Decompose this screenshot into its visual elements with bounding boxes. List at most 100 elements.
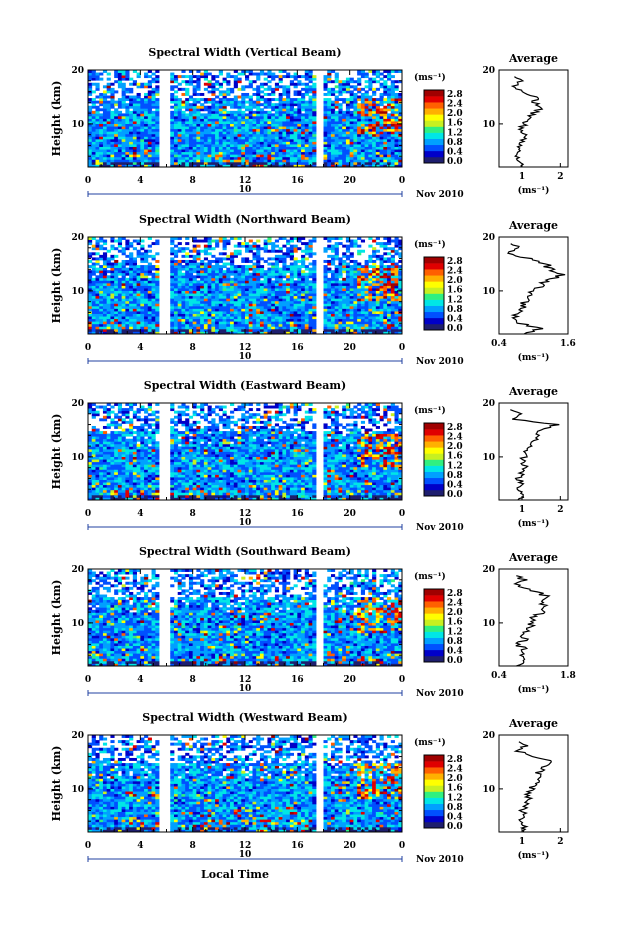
heatmap-cell xyxy=(345,149,351,153)
heatmap-cell xyxy=(144,105,149,109)
heatmap-cell xyxy=(226,282,231,286)
heatmap-cell xyxy=(263,164,268,168)
heatmap-cell xyxy=(248,95,253,99)
heatmap-cell xyxy=(304,154,309,158)
heatmap-cell xyxy=(334,244,339,248)
heatmap-cell xyxy=(203,121,209,124)
heatmap-cell xyxy=(136,151,141,155)
heatmap-cell xyxy=(342,244,347,248)
heatmap-cell xyxy=(364,126,369,130)
heatmap-cell xyxy=(274,298,280,302)
colorbar-swatch xyxy=(424,150,444,158)
heatmap-cell xyxy=(237,242,242,246)
heatmap-cell xyxy=(218,277,223,281)
heatmap-cell xyxy=(372,136,377,140)
heatmap-cell xyxy=(293,308,298,312)
heatmap-cell xyxy=(353,259,358,263)
heatmap-cell xyxy=(289,265,294,269)
heatmap-cell xyxy=(144,138,149,142)
heatmap-cell xyxy=(110,149,115,153)
heatmap-cell xyxy=(140,113,145,117)
heatmap-cell xyxy=(372,72,377,76)
heatmap-cell xyxy=(390,146,395,150)
heatmap-cell xyxy=(245,151,250,155)
heatmap-cell xyxy=(88,141,93,145)
heatmap-cell xyxy=(230,282,235,286)
heatmap-cell xyxy=(196,75,201,79)
heatmap-cell xyxy=(241,161,246,165)
heatmap-cell xyxy=(188,275,194,279)
heatmap-cell xyxy=(338,311,343,314)
heatmap-cell xyxy=(226,305,231,309)
heatmap-cell xyxy=(129,128,134,132)
heatmap-cell xyxy=(188,293,194,297)
heatmap-cell xyxy=(387,133,392,137)
heatmap-cell xyxy=(211,300,216,304)
heatmap-cell xyxy=(99,265,104,269)
heatmap-cell xyxy=(114,321,119,325)
heatmap-cell xyxy=(99,128,104,132)
heatmap-cell xyxy=(330,300,336,304)
heatmap-cell xyxy=(188,136,194,140)
heatmap-cell xyxy=(342,326,347,330)
heatmap-cell xyxy=(372,131,377,135)
heatmap-cell xyxy=(271,257,276,261)
heatmap-cell xyxy=(245,100,250,104)
heatmap-cell xyxy=(102,275,108,279)
heatmap-cell xyxy=(192,257,197,261)
heatmap-cell xyxy=(286,87,291,91)
heatmap-cell xyxy=(215,288,220,291)
heatmap-cell xyxy=(368,80,373,84)
heatmap-cell xyxy=(129,290,134,294)
heatmap-cell xyxy=(383,128,388,132)
heatmap-cell xyxy=(353,105,358,109)
heatmap-cell xyxy=(387,156,392,160)
heatmap-cell xyxy=(121,298,126,302)
heatmap-cell xyxy=(353,92,358,96)
y-axis-label: Height (km) xyxy=(50,81,63,157)
heatmap-cell xyxy=(147,151,152,155)
heatmap-cell xyxy=(263,305,268,309)
heatmap-cell xyxy=(312,239,317,243)
heatmap-cell xyxy=(114,123,119,127)
heatmap-cell xyxy=(99,295,104,299)
heatmap-cell xyxy=(338,242,343,246)
heatmap-cell xyxy=(170,285,175,289)
heatmap-cell xyxy=(271,328,276,332)
heatmap-cell xyxy=(121,156,126,160)
heatmap-cell xyxy=(207,295,212,299)
heatmap-cell xyxy=(345,305,351,309)
heatmap-cell xyxy=(330,133,336,137)
heatmap-cell xyxy=(274,311,280,314)
heatmap-cell xyxy=(155,288,160,291)
heatmap-cell xyxy=(304,247,309,251)
heatmap-cell xyxy=(99,151,104,155)
heatmap-cell xyxy=(375,131,380,135)
heatmap-cell xyxy=(274,151,280,155)
heatmap-cell xyxy=(259,272,265,276)
heatmap-cell xyxy=(185,146,190,150)
average-y-tick-label: 10 xyxy=(482,120,495,130)
heatmap-cell xyxy=(312,164,317,168)
heatmap-cell xyxy=(233,138,238,142)
heatmap-cell xyxy=(323,87,328,91)
heatmap-cell xyxy=(252,318,257,322)
heatmap-cell xyxy=(218,285,223,289)
heatmap-cell xyxy=(256,108,261,112)
heatmap-cell xyxy=(256,247,261,251)
heatmap-cell xyxy=(308,326,313,330)
heatmap-cell xyxy=(248,108,253,112)
heatmap-cell xyxy=(177,82,182,86)
heatmap-cell xyxy=(245,156,250,160)
heatmap-cell xyxy=(121,290,126,294)
heatmap-cell xyxy=(218,305,223,309)
heatmap-cell xyxy=(218,82,223,86)
heatmap-cell xyxy=(136,136,141,140)
heatmap-cell xyxy=(188,318,194,322)
heatmap-cell xyxy=(237,123,242,127)
heatmap-cell xyxy=(151,277,156,281)
heatmap-cell xyxy=(252,133,257,137)
heatmap-cell xyxy=(342,90,347,94)
heatmap-cell xyxy=(155,282,160,286)
heatmap-cell xyxy=(233,321,238,325)
